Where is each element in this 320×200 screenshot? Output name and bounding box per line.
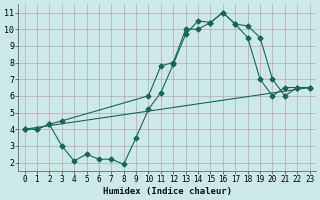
X-axis label: Humidex (Indice chaleur): Humidex (Indice chaleur) — [103, 187, 232, 196]
